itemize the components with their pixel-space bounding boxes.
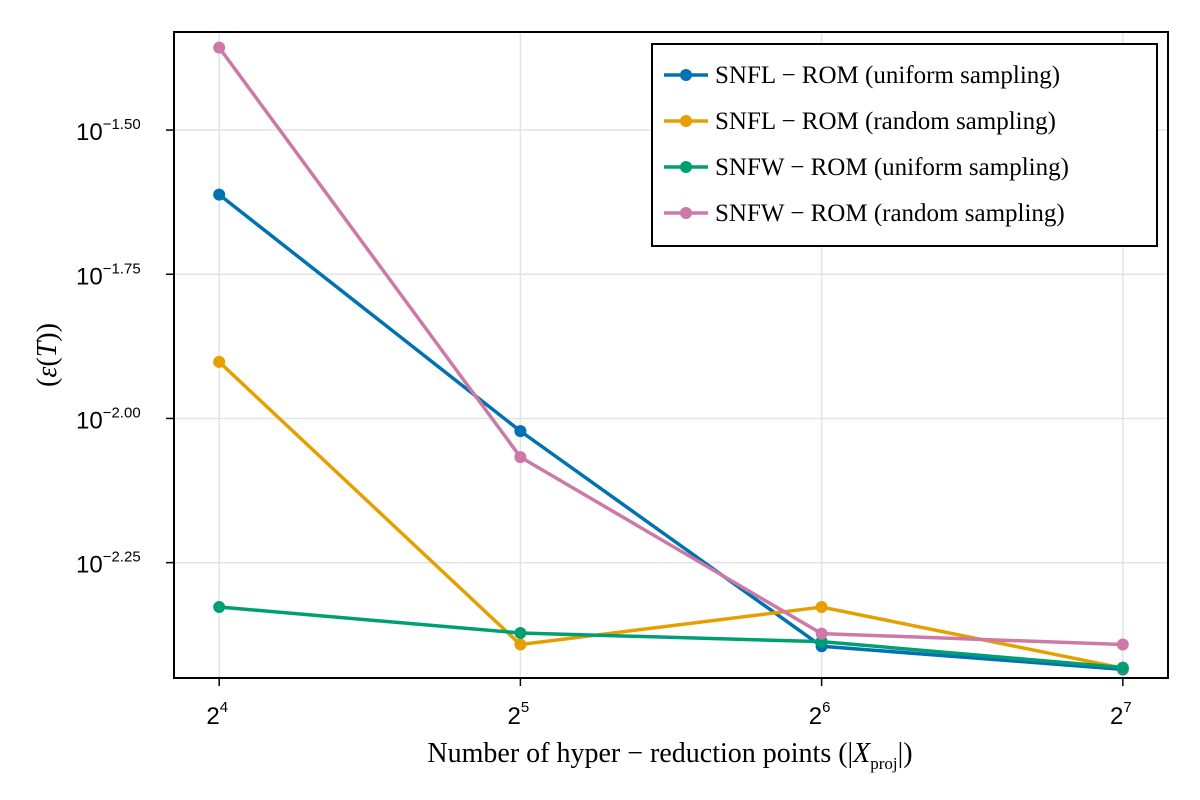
data-point: [815, 601, 828, 614]
legend-swatch-marker: [680, 69, 692, 81]
legend-item: SNFW − ROM (random sampling): [664, 200, 1065, 227]
y-tick-label: 10−1.75: [76, 260, 141, 290]
legend-label: SNFW − ROM (uniform sampling): [715, 154, 1069, 181]
series-line: [218, 193, 1123, 672]
x-tick-label: 24: [206, 699, 228, 730]
data-point: [213, 355, 226, 368]
legend: SNFL − ROM (uniform sampling) SNFL − ROM …: [651, 43, 1158, 247]
x-tick-label: 25: [508, 699, 530, 730]
series-2: [213, 355, 1129, 675]
data-point: [815, 627, 828, 640]
legend-label: SNFL − ROM (uniform sampling): [715, 62, 1060, 89]
plot-frame: [173, 31, 1169, 679]
legend-swatch-marker: [680, 207, 692, 219]
y-axis-title: (ε(T)): [32, 323, 63, 387]
legend-swatch-marker: [680, 161, 692, 173]
legend-item: SNFL − ROM (random sampling): [664, 108, 1056, 135]
x-axis-title: Number of hyper − reduction points (|Xpr…: [427, 738, 912, 773]
data-point: [213, 41, 226, 54]
data-point: [1116, 638, 1129, 651]
series-3: [213, 601, 1129, 674]
legend-item: SNFW − ROM (uniform sampling): [664, 154, 1069, 181]
y-tick-label: 10−2.25: [76, 549, 141, 579]
data-point: [1116, 661, 1129, 674]
data-point: [213, 188, 226, 201]
series-4: [213, 41, 1129, 651]
legend-item: SNFL − ROM (uniform sampling): [664, 62, 1060, 89]
legend-box: [651, 43, 1158, 247]
data-point: [514, 425, 527, 438]
series-line: [219, 605, 1123, 670]
x-tick-label: 26: [809, 699, 831, 730]
series-line: [217, 46, 1123, 647]
series-line: [217, 360, 1124, 670]
data-point: [514, 638, 527, 651]
data-point: [213, 601, 226, 614]
legend-label: SNFW − ROM (random sampling): [715, 200, 1065, 227]
series-1: [213, 188, 1129, 676]
data-point: [514, 627, 527, 640]
y-tick-label: 10−1.50: [76, 116, 141, 146]
legend-swatch-marker: [680, 115, 692, 127]
legend-label: SNFL − ROM (random sampling): [715, 108, 1056, 135]
y-tick-label: 10−2.00: [76, 404, 141, 434]
series-layer: [213, 41, 1129, 676]
x-tick-label: 27: [1110, 699, 1132, 730]
data-point: [514, 451, 527, 464]
tick-layer: 24 25 26 27 10−1.50 10−1.75 10−2.00 10−2.25: [76, 116, 1132, 730]
